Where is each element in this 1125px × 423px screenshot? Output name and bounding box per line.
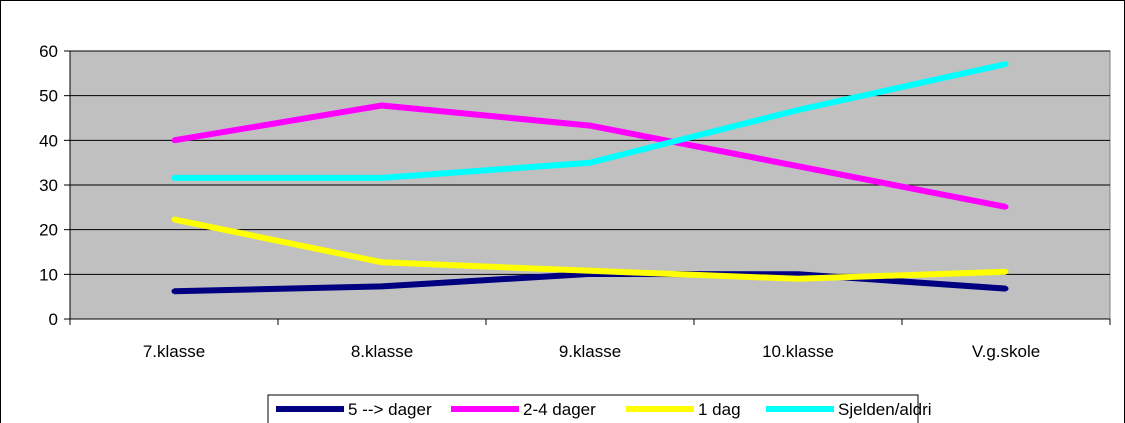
legend-label: 1 dag — [698, 400, 741, 419]
data-point — [1003, 269, 1009, 275]
y-tick-label: 60 — [39, 42, 58, 61]
y-tick-label: 50 — [39, 87, 58, 106]
y-tick-label: 0 — [49, 310, 58, 329]
y-axis-ticks: 0 10 20 30 40 50 60 — [39, 42, 70, 329]
data-point — [1003, 286, 1009, 292]
data-point — [171, 216, 177, 222]
data-point — [379, 259, 385, 265]
x-tick-label: 8.klasse — [351, 342, 413, 361]
data-point — [379, 102, 385, 108]
gridlines — [70, 50, 1110, 275]
data-point — [795, 107, 801, 113]
legend: 5 --> dager 2-4 dager 1 dag Sjelden/aldri — [267, 394, 932, 423]
data-point — [171, 175, 177, 181]
y-tick-label: 40 — [39, 131, 58, 150]
data-point — [587, 123, 593, 129]
y-tick-label: 30 — [39, 176, 58, 195]
data-point — [379, 175, 385, 181]
legend-label: Sjelden/aldri — [838, 400, 932, 419]
legend-label: 2-4 dager — [523, 400, 596, 419]
data-point — [587, 268, 593, 274]
series-lines — [171, 61, 1009, 295]
legend-box — [267, 394, 919, 423]
data-point — [795, 276, 801, 282]
data-point — [1003, 204, 1009, 210]
y-tick-label: 20 — [39, 221, 58, 240]
data-point — [171, 288, 177, 294]
data-point — [171, 137, 177, 143]
x-tick-label: 9.klasse — [559, 342, 621, 361]
data-point — [1003, 61, 1009, 67]
x-tick-label: 7.klasse — [143, 342, 205, 361]
data-point — [795, 271, 801, 277]
data-point — [379, 283, 385, 289]
legend-label: 5 --> dager — [348, 400, 432, 419]
data-point — [587, 160, 593, 166]
x-tick-label: 10.klasse — [762, 342, 834, 361]
x-axis-ticks: 7.klasse 8.klasse 9.klasse 10.klasse V.g.sko… — [69, 319, 1111, 361]
y-tick-label: 10 — [39, 265, 58, 284]
data-point — [795, 163, 801, 169]
x-tick-label: V.g.skole — [972, 342, 1040, 361]
